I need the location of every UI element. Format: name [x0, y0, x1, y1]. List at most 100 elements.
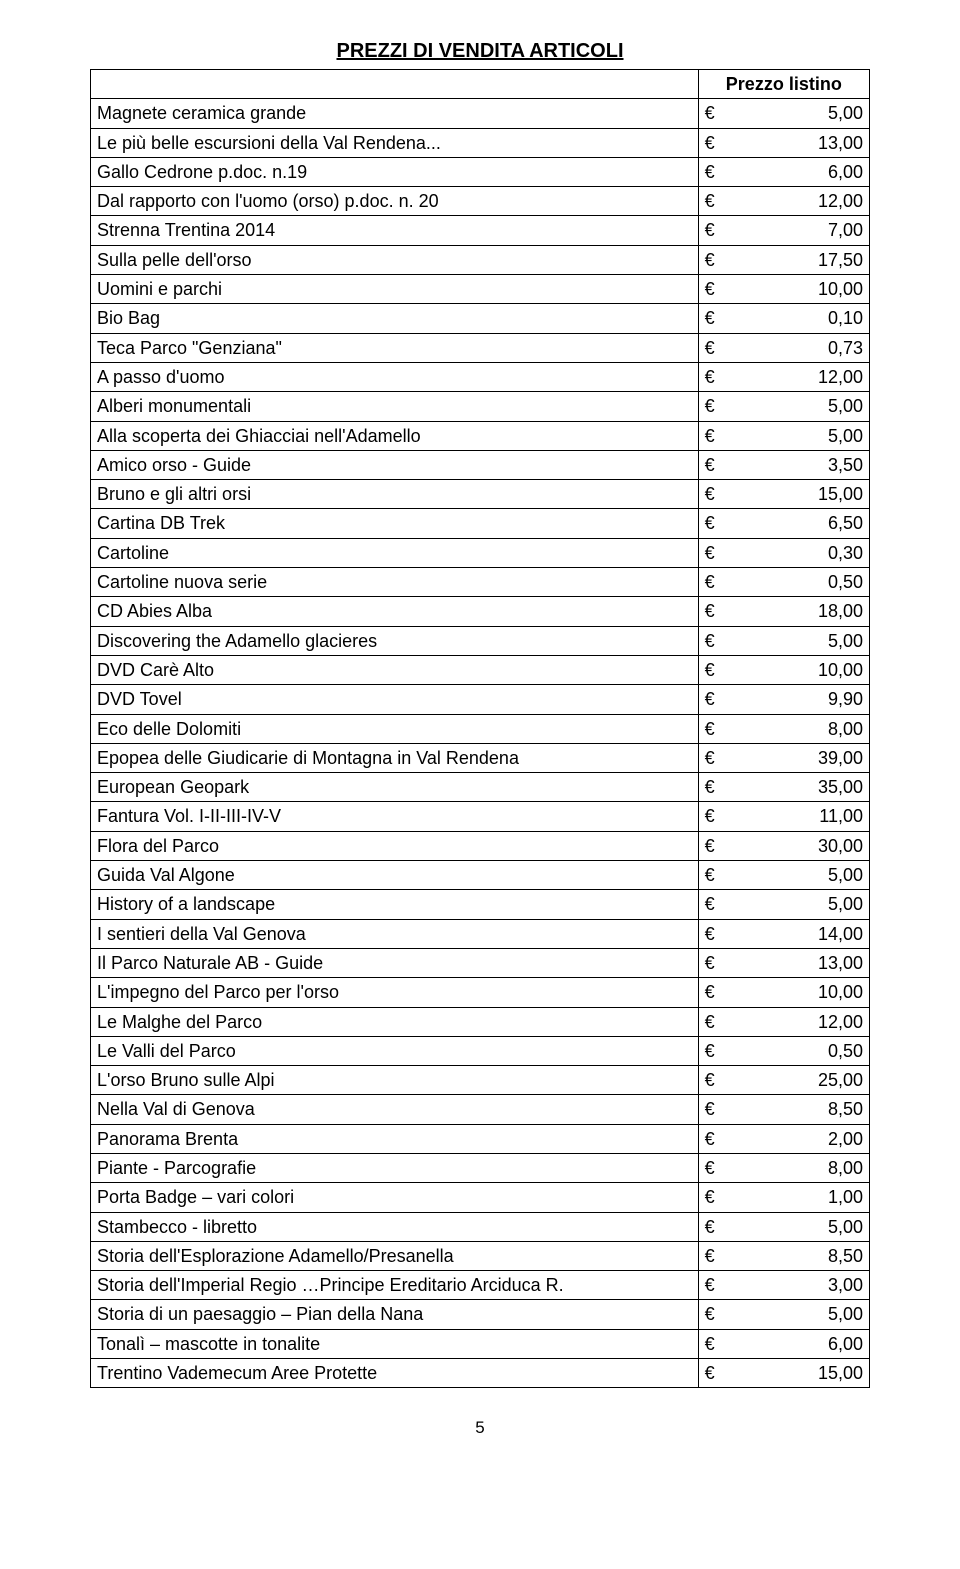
- item-price: €5,00: [698, 421, 869, 450]
- table-row: Strenna Trentina 2014€7,00: [91, 216, 870, 245]
- price-value: 3,50: [828, 453, 863, 477]
- item-name: DVD Carè Alto: [91, 655, 699, 684]
- table-row: European Geopark€35,00: [91, 773, 870, 802]
- table-row: Storia dell'Imperial Regio …Principe Ere…: [91, 1271, 870, 1300]
- item-price: €25,00: [698, 1066, 869, 1095]
- currency-symbol: €: [705, 511, 721, 535]
- item-name: Trentino Vademecum Aree Protette: [91, 1359, 699, 1388]
- price-value: 1,00: [828, 1185, 863, 1209]
- item-price: €7,00: [698, 216, 869, 245]
- table-row: Le più belle escursioni della Val Renden…: [91, 128, 870, 157]
- item-name: L'impegno del Parco per l'orso: [91, 978, 699, 1007]
- price-value: 12,00: [818, 189, 863, 213]
- header-empty: [91, 70, 699, 99]
- item-name: Teca Parco "Genziana": [91, 333, 699, 362]
- item-price: €8,50: [698, 1241, 869, 1270]
- price-value: 8,50: [828, 1097, 863, 1121]
- table-row: Porta Badge – vari colori€1,00: [91, 1183, 870, 1212]
- item-price: €12,00: [698, 362, 869, 391]
- currency-symbol: €: [705, 599, 721, 623]
- table-row: Bio Bag€0,10: [91, 304, 870, 333]
- price-value: 7,00: [828, 218, 863, 242]
- item-name: Uomini e parchi: [91, 275, 699, 304]
- price-value: 10,00: [818, 277, 863, 301]
- item-name: I sentieri della Val Genova: [91, 919, 699, 948]
- currency-symbol: €: [705, 1039, 721, 1063]
- table-row: Le Malghe del Parco€12,00: [91, 1007, 870, 1036]
- price-value: 0,50: [828, 570, 863, 594]
- header-price: Prezzo listino: [698, 70, 869, 99]
- item-name: Epopea delle Giudicarie di Montagna in V…: [91, 743, 699, 772]
- item-price: €14,00: [698, 919, 869, 948]
- currency-symbol: €: [705, 804, 721, 828]
- table-row: Le Valli del Parco€0,50: [91, 1036, 870, 1065]
- item-price: €15,00: [698, 480, 869, 509]
- item-price: €17,50: [698, 245, 869, 274]
- currency-symbol: €: [705, 922, 721, 946]
- item-name: Dal rapporto con l'uomo (orso) p.doc. n.…: [91, 187, 699, 216]
- table-row: Amico orso - Guide€3,50: [91, 450, 870, 479]
- price-value: 0,50: [828, 1039, 863, 1063]
- currency-symbol: €: [705, 365, 721, 389]
- price-value: 3,00: [828, 1273, 863, 1297]
- item-price: €0,50: [698, 1036, 869, 1065]
- price-value: 5,00: [828, 1215, 863, 1239]
- price-value: 6,00: [828, 160, 863, 184]
- item-name: Storia dell'Esplorazione Adamello/Presan…: [91, 1241, 699, 1270]
- price-value: 5,00: [828, 629, 863, 653]
- table-row: Bruno e gli altri orsi€15,00: [91, 480, 870, 509]
- currency-symbol: €: [705, 570, 721, 594]
- currency-symbol: €: [705, 189, 721, 213]
- price-value: 15,00: [818, 1361, 863, 1385]
- price-value: 39,00: [818, 746, 863, 770]
- price-value: 5,00: [828, 1302, 863, 1326]
- price-value: 12,00: [818, 1010, 863, 1034]
- currency-symbol: €: [705, 717, 721, 741]
- price-value: 0,30: [828, 541, 863, 565]
- table-row: Discovering the Adamello glacieres€5,00: [91, 626, 870, 655]
- table-row: Alberi monumentali€5,00: [91, 392, 870, 421]
- price-value: 14,00: [818, 922, 863, 946]
- item-price: €11,00: [698, 802, 869, 831]
- currency-symbol: €: [705, 1010, 721, 1034]
- table-row: Fantura Vol. I-II-III-IV-V€11,00: [91, 802, 870, 831]
- currency-symbol: €: [705, 248, 721, 272]
- item-name: History of a landscape: [91, 890, 699, 919]
- item-name: Strenna Trentina 2014: [91, 216, 699, 245]
- table-row: Il Parco Naturale AB - Guide€13,00: [91, 948, 870, 977]
- currency-symbol: €: [705, 218, 721, 242]
- item-price: €5,00: [698, 99, 869, 128]
- item-price: €1,00: [698, 1183, 869, 1212]
- price-value: 8,50: [828, 1244, 863, 1268]
- item-price: €10,00: [698, 978, 869, 1007]
- item-price: €8,50: [698, 1095, 869, 1124]
- table-row: Nella Val di Genova€8,50: [91, 1095, 870, 1124]
- currency-symbol: €: [705, 1332, 721, 1356]
- page: PREZZI DI VENDITA ARTICOLI Prezzo listin…: [0, 0, 960, 1468]
- table-row: I sentieri della Val Genova€14,00: [91, 919, 870, 948]
- price-value: 25,00: [818, 1068, 863, 1092]
- table-row: History of a landscape€5,00: [91, 890, 870, 919]
- item-name: Guida Val Algone: [91, 861, 699, 890]
- item-name: Piante - Parcografie: [91, 1153, 699, 1182]
- table-row: Magnete ceramica grande€5,00: [91, 99, 870, 128]
- item-price: €0,10: [698, 304, 869, 333]
- item-price: €9,90: [698, 685, 869, 714]
- item-price: €6,50: [698, 509, 869, 538]
- currency-symbol: €: [705, 629, 721, 653]
- currency-symbol: €: [705, 687, 721, 711]
- price-value: 5,00: [828, 892, 863, 916]
- currency-symbol: €: [705, 1361, 721, 1385]
- item-price: €12,00: [698, 1007, 869, 1036]
- price-value: 35,00: [818, 775, 863, 799]
- currency-symbol: €: [705, 1068, 721, 1092]
- item-price: €10,00: [698, 275, 869, 304]
- price-value: 0,73: [828, 336, 863, 360]
- item-price: €5,00: [698, 890, 869, 919]
- table-row: Cartoline€0,30: [91, 538, 870, 567]
- item-name: Le più belle escursioni della Val Renden…: [91, 128, 699, 157]
- price-value: 12,00: [818, 365, 863, 389]
- price-value: 13,00: [818, 131, 863, 155]
- table-row: Uomini e parchi€10,00: [91, 275, 870, 304]
- item-name: Fantura Vol. I-II-III-IV-V: [91, 802, 699, 831]
